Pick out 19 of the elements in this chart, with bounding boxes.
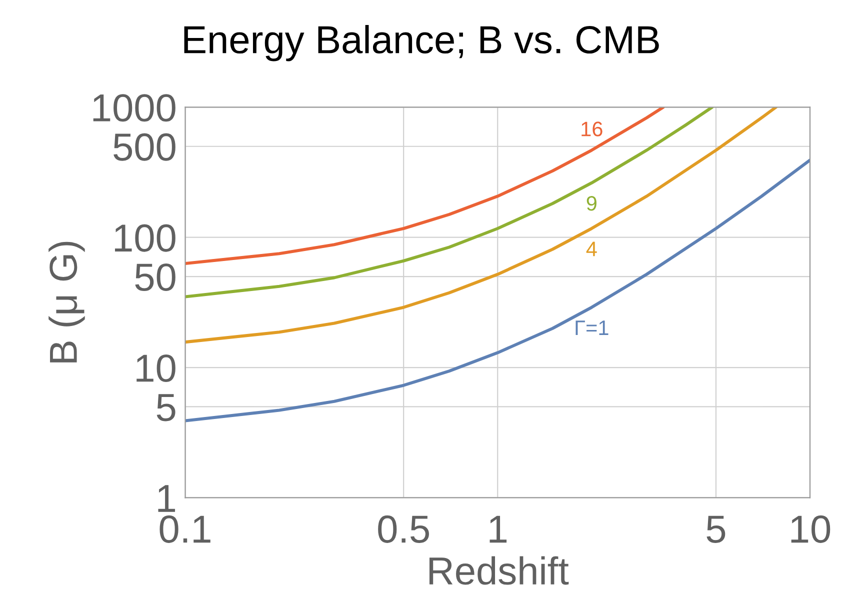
chart-title: Energy Balance; B vs. CMB — [184, 24, 659, 62]
y-axis-title: B (μ G) — [48, 242, 85, 362]
y-tick-label: 5 — [156, 394, 176, 422]
series-label: Γ=1 — [576, 320, 608, 335]
y-tick-label: 1 — [158, 485, 176, 512]
series-label: 9 — [586, 196, 596, 211]
x-tick-label: 10 — [791, 515, 830, 543]
x-tick-label: 5 — [706, 516, 726, 543]
x-tick-label: 0.1 — [160, 515, 210, 543]
x-axis-title: Redshift — [429, 556, 569, 585]
y-tick-label: 10 — [136, 354, 176, 382]
series-label: 16 — [582, 122, 602, 136]
y-tick-label: 50 — [135, 263, 176, 292]
series-label: 4 — [586, 242, 597, 256]
y-tick-label: 100 — [114, 224, 176, 252]
x-tick-label: 0.5 — [378, 515, 429, 543]
y-tick-label: 500 — [114, 133, 176, 161]
y-tick-label: 1000 — [93, 94, 176, 122]
x-tick-label: 1 — [490, 516, 507, 543]
